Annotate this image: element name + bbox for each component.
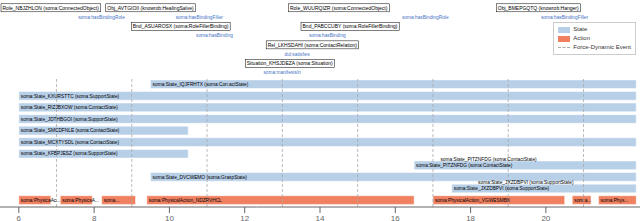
- svg-text:6: 6: [17, 214, 22, 221]
- svg-text:Role_NBJZHLON (soma:ConnectedO: Role_NBJZHLON (soma:ConnectedObject): [8, 5, 99, 11]
- svg-text:soma:State_JDTHBGOI (soma:Supp: soma:State_JDTHBGOI (soma:SupportState): [21, 117, 118, 122]
- html-text:State: State: [573, 26, 588, 32]
- svg-text:16: 16: [391, 214, 400, 221]
- svg-text:Bnd_PABCCUBY (soma:RoleFillerB: Bnd_PABCCUBY (soma:RoleFillerBinding): [303, 23, 398, 29]
- svg-text:8: 8: [92, 214, 97, 221]
- svg-text:Situation_KHSJDEZA (soma:Situa: Situation_KHSJDEZA (soma:Situation): [247, 60, 333, 66]
- svg-text:soma:PhysicaAc...: soma:PhysicaAc...: [21, 198, 60, 203]
- svg-text:som:a...: som:a...: [574, 198, 591, 203]
- svg-text:soma:PhysicsA...: soma:PhysicsA...: [62, 198, 99, 203]
- svg-text:soma:State_JXZDBPVI (soma:Supp: soma:State_JXZDBPVI (soma:SupportState): [454, 186, 550, 191]
- svg-text:10: 10: [165, 214, 174, 221]
- html-text:Force-Dynamic Event: Force-Dynamic Event: [573, 44, 631, 50]
- html-text:Action: Action: [573, 35, 590, 41]
- svg-text:dul:satisfies: dul:satisfies: [285, 52, 311, 57]
- svg-text:soma:hasBinding: soma:hasBinding: [196, 33, 233, 38]
- svg-text:Role_WUURQIZR (soma:ConnectedO: Role_WUURQIZR (soma:ConnectedObject): [290, 5, 388, 11]
- svg-text:Obj_AVTGIOII (knowrob:HealingS: Obj_AVTGIOII (knowrob:HealingSalve): [107, 5, 194, 11]
- svg-text:soma:PhysicalAction_NDZRVHCL: soma:PhysicalAction_NDZRVHCL: [149, 198, 222, 203]
- svg-text:soma:State_PITZNFDG (soma:Cont: soma:State_PITZNFDG (soma:ContactState): [416, 163, 513, 168]
- svg-text:soma:PhysicalAction_VGWESMBK: soma:PhysicalAction_VGWESMBK: [435, 198, 511, 203]
- svg-text:soma:State_KXURSTTC (soma:Supp: soma:State_KXURSTTC (soma:SupportState): [21, 94, 120, 99]
- svg-text:12: 12: [240, 214, 249, 221]
- svg-text:soma:State_DVCWEMO (soma:Grasp: soma:State_DVCWEMO (soma:GraspState): [153, 175, 248, 180]
- svg-text:Obj_BMEPGQTQ (knowrob:Hanger): Obj_BMEPGQTQ (knowrob:Hanger): [498, 5, 579, 11]
- svg-text:Rel_LKHSDAHI (soma:ContactRela: Rel_LKHSDAHI (soma:ContactRelation): [268, 42, 358, 48]
- svg-text:18: 18: [466, 214, 475, 221]
- svg-text:soma:State_SMCDFNLE (soma:Cont: soma:State_SMCDFNLE (soma:ContactState): [21, 128, 120, 133]
- svg-text:soma:hasBinding: soma:hasBinding: [309, 33, 346, 38]
- svg-text:soma:hasBindingFiller: soma:hasBindingFiller: [541, 15, 589, 20]
- svg-text:soma:State_RIZJBXOW (soma:Cont: soma:State_RIZJBXOW (soma:ContactState): [21, 105, 118, 110]
- svg-text:soma:manifestsIn: soma:manifestsIn: [263, 70, 301, 75]
- svg-text:soma:hasBindingRole: soma:hasBindingRole: [78, 15, 125, 20]
- svg-text:20: 20: [541, 214, 550, 221]
- svg-text:soma...: soma...: [104, 198, 120, 203]
- svg-text:soma:hasBindingRole: soma:hasBindingRole: [402, 15, 449, 20]
- svg-text:14: 14: [316, 214, 325, 221]
- svg-text:soma:Phys...: soma:Phys...: [601, 198, 629, 203]
- svg-text:soma:State_MCXTYSDL (soma:Cont: soma:State_MCXTYSDL (soma:ContactState): [21, 140, 120, 145]
- svg-text:soma:State_PITZNFDG (soma:Cont: soma:State_PITZNFDG (soma:ContactState): [440, 157, 537, 162]
- svg-text:Bnd_ASUAROSX (soma:RoleFillerB: Bnd_ASUAROSX (soma:RoleFillerBinding): [133, 23, 229, 29]
- svg-text:soma:State_JXZDBPVI (soma:Supp: soma:State_JXZDBPVI (soma:SupportState): [478, 180, 574, 185]
- svg-text:soma:State_KFBPJESZ (soma:Supp: soma:State_KFBPJESZ (soma:SupportState): [21, 151, 118, 156]
- svg-text:soma:State_IQJFRHTX (soma:Con:: soma:State_IQJFRHTX (soma:Con:actState): [153, 82, 249, 87]
- svg-text:soma:hasBindingFiller: soma:hasBindingFiller: [176, 15, 224, 20]
